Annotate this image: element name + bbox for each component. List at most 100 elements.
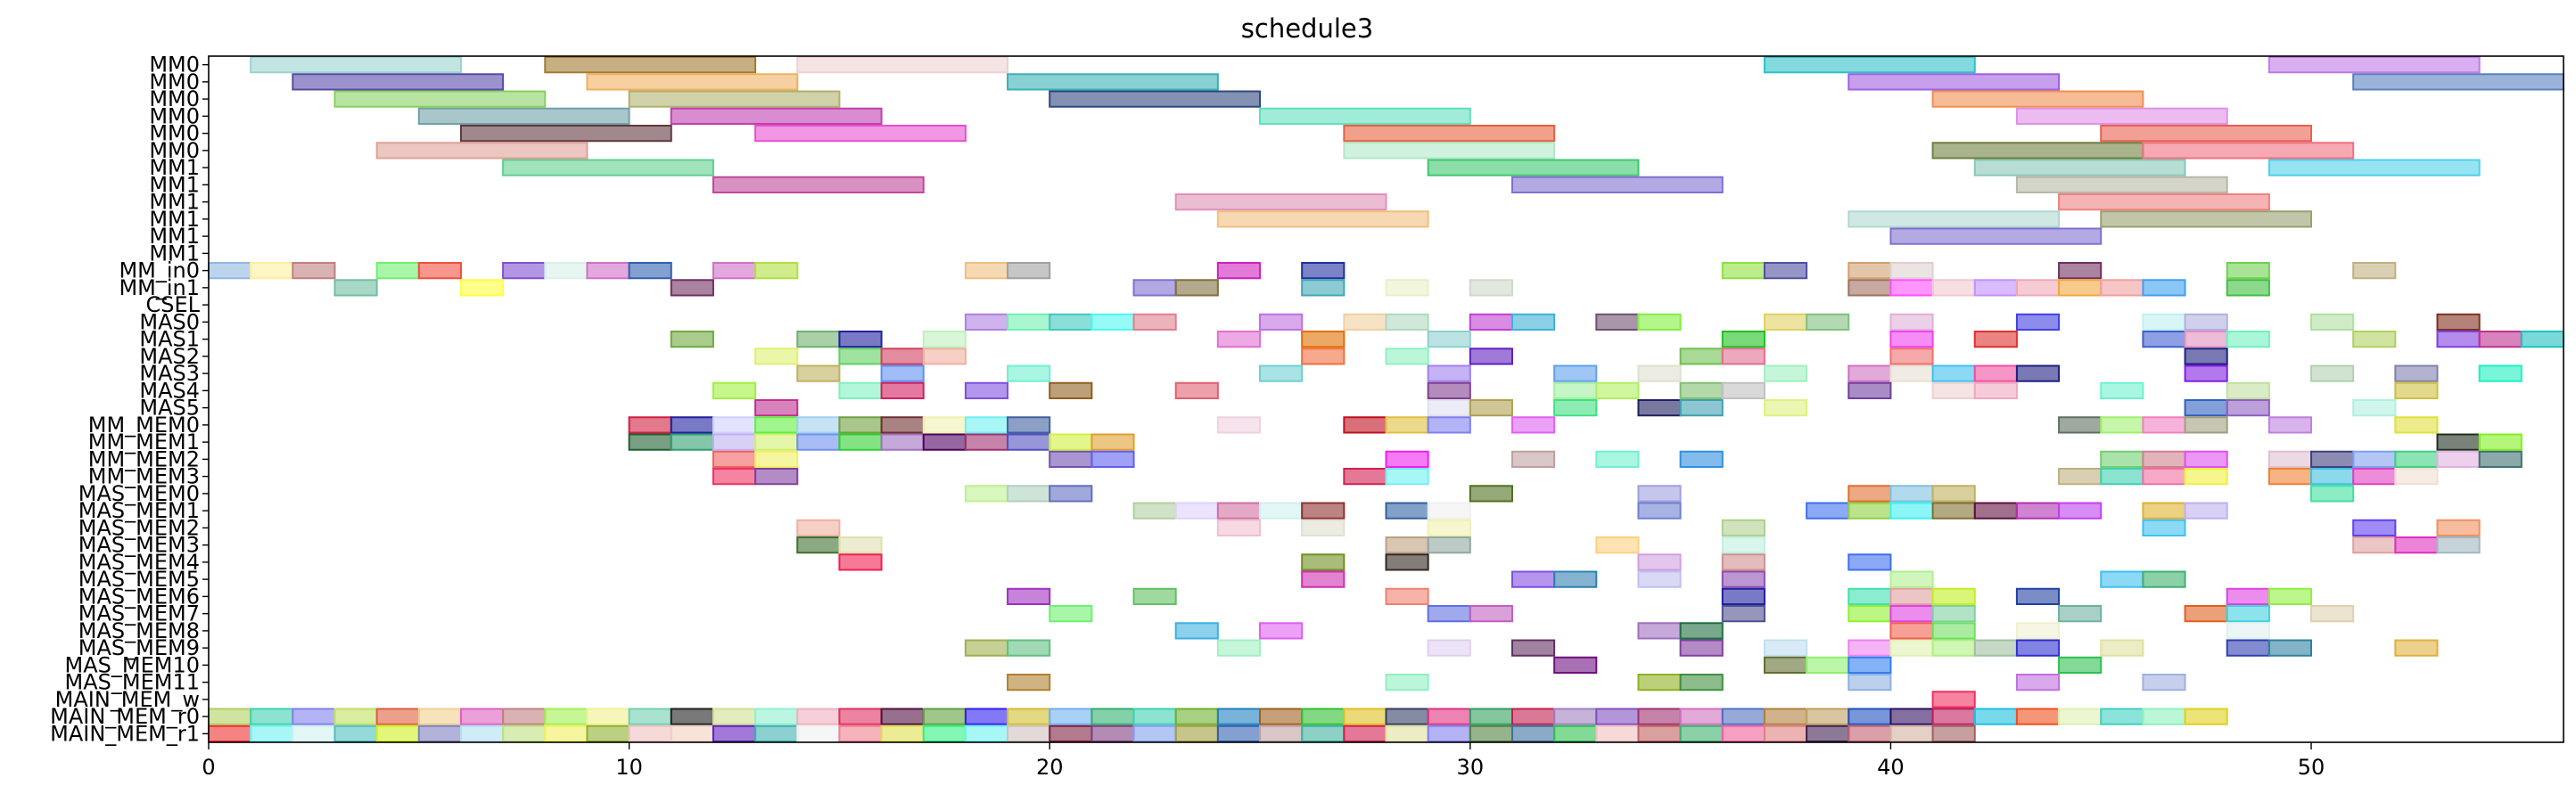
task-bar	[670, 433, 714, 451]
task-bar	[1889, 605, 1934, 623]
task-bar	[880, 381, 925, 399]
task-bar	[1090, 433, 1135, 451]
task-bar	[2267, 468, 2313, 486]
task-bar	[1763, 56, 1976, 74]
task-bar	[1679, 639, 1724, 657]
task-bar	[880, 416, 925, 434]
task-bar	[417, 262, 462, 280]
task-bar	[1595, 313, 1640, 331]
task-bar	[1510, 570, 1556, 588]
task-bar	[1259, 107, 1471, 125]
task-bar	[754, 125, 967, 143]
task-bar	[333, 90, 547, 108]
task-bar	[2394, 364, 2439, 382]
task-bar	[964, 381, 1009, 399]
task-bar	[1007, 724, 1051, 742]
task-bar	[1931, 90, 2144, 108]
task-bar	[2058, 656, 2103, 674]
task-bar	[417, 724, 462, 742]
task-bar	[1889, 622, 1934, 640]
row-label: MM0	[149, 138, 200, 163]
task-bar	[2436, 519, 2481, 536]
row-label: MM1	[149, 155, 200, 180]
task-bar	[1679, 381, 1724, 399]
task-bar	[1301, 262, 1346, 280]
task-bar	[1848, 210, 2061, 228]
task-bar	[2142, 570, 2186, 588]
task-bar	[1679, 399, 1724, 417]
task-bar	[459, 279, 505, 297]
task-bar	[2142, 313, 2186, 331]
task-bar	[1385, 553, 1429, 571]
task-bar	[1427, 364, 1471, 382]
task-bar	[796, 536, 841, 554]
task-bar	[880, 433, 925, 451]
row-label: MAIN_MEM_r1	[50, 721, 200, 746]
row-label: MAS1	[139, 327, 200, 352]
task-bar	[1763, 313, 1808, 331]
task-bar	[1385, 587, 1429, 605]
task-bar	[2015, 176, 2228, 193]
task-bar	[2142, 450, 2186, 468]
row-label: MAS_MEM7	[78, 602, 200, 626]
task-bar	[1595, 450, 1640, 468]
task-bar	[2015, 622, 2061, 640]
task-bar	[1889, 639, 1934, 657]
task-bar	[1848, 485, 1892, 503]
row-label: MM1	[149, 224, 200, 249]
task-bar	[796, 708, 841, 725]
task-bar	[1889, 485, 1934, 503]
task-bar	[1259, 313, 1304, 331]
task-bar	[1049, 381, 1093, 399]
task-bar	[1469, 605, 1513, 623]
task-bar	[1721, 519, 1765, 536]
task-bar	[1931, 381, 1976, 399]
task-bar	[1385, 468, 1429, 486]
task-bar	[2226, 279, 2270, 297]
task-bar	[1049, 313, 1093, 331]
task-bar	[2310, 468, 2355, 486]
task-bar	[2058, 193, 2270, 211]
task-bar	[796, 56, 1009, 74]
task-bar	[2267, 416, 2313, 434]
task-bar	[838, 553, 883, 571]
x-tick-label: 50	[2298, 755, 2325, 780]
task-bar	[1721, 381, 1765, 399]
task-bar	[333, 724, 378, 742]
task-bar	[2267, 587, 2313, 605]
task-bar	[2310, 485, 2355, 503]
task-bar	[1385, 313, 1429, 331]
row-label: MAS_MEM4	[78, 550, 200, 575]
task-bar	[1806, 502, 1850, 520]
task-bar	[1216, 210, 1429, 228]
task-bar	[1090, 724, 1135, 742]
task-bar	[1637, 399, 1682, 417]
task-bar	[1721, 605, 1765, 623]
task-bar	[1469, 485, 1513, 503]
task-bar	[586, 708, 630, 725]
task-bar	[1848, 553, 1892, 571]
row-label: MM_MEM1	[88, 430, 200, 454]
row-label: MAIN_MEM_r0	[50, 704, 200, 729]
task-bar	[1931, 142, 2144, 160]
task-bar	[2184, 331, 2228, 348]
task-bar	[1090, 708, 1135, 725]
task-bar	[964, 485, 1009, 503]
task-bar	[754, 708, 799, 725]
task-bar	[1848, 639, 1892, 657]
task-bar	[1469, 313, 1513, 331]
task-bar	[2100, 468, 2144, 486]
task-bar	[670, 331, 714, 348]
task-bar	[964, 708, 1009, 725]
task-bar	[754, 468, 799, 486]
row-label: MAIN_MEM_w	[55, 687, 200, 712]
task-bar	[712, 433, 757, 451]
task-bar	[922, 708, 967, 725]
task-bar	[1385, 450, 1429, 468]
task-bar	[208, 262, 252, 280]
task-bar	[1259, 708, 1304, 725]
task-bar	[1889, 708, 1934, 725]
task-bar	[2394, 381, 2439, 399]
task-bar	[1931, 724, 1976, 742]
task-bar	[1385, 416, 1429, 434]
